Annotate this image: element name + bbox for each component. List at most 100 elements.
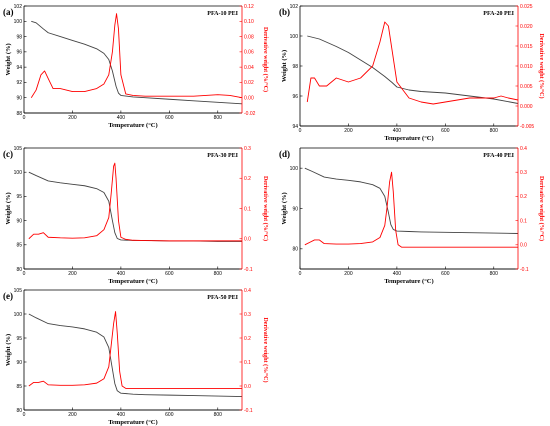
derivative-weight-line [28,162,242,242]
y-tick-label: 92 [16,80,22,86]
x-tick-label: 200 [344,271,353,277]
y2-tick-label: 0.0 [244,237,251,243]
chart-panel-5: 0 200 400 600 800 80 85 90 95 100 105 -0.1 0.0 0.1 0.2… [3,288,269,426]
y2-tick-label: 0.1 [244,360,251,366]
y2-tick-label: 0.3 [244,146,251,152]
y2-tick-label: 0.3 [244,312,251,318]
y2-tick-label: 0.00 [244,96,254,102]
y2-axis-label: Derivative weight (%/°C) [262,27,269,92]
y2-axis-label: Derivative weight (%/°C) [262,317,269,382]
y-axis-label: Weight (%) [281,192,288,224]
y2-tick-label: 0.1 [520,218,527,224]
y2-tick-label: 0.02 [244,80,254,86]
y-tick-label: 98 [292,64,298,70]
y2-tick-label: 0.2 [244,176,251,182]
chart-panel-2: 0 200 400 600 800 94 96 98 100 102 -0.005 0.000 0.00… [279,4,545,142]
panel-label: (d) [279,149,290,159]
panel-title: PFA-30 PEI [207,153,238,159]
y2-tick-label: -0.005 [520,124,534,130]
y2-tick-label: 0.0 [520,243,527,249]
x-tick-label: 600 [441,271,450,277]
y2-tick-label: 0.005 [520,84,533,90]
y-tick-label: 88 [16,111,22,117]
x-axis-label: Temperature (°C) [108,122,157,129]
panel-label: (e) [3,291,13,301]
panel-title: PFA-40 PEI [483,153,514,159]
x-tick-label: 800 [214,271,223,277]
x-axis-label: Temperature (°C) [384,278,433,285]
x-tick-label: 0 [23,271,26,277]
y2-axis-label: Derivative weight (%/°C) [538,176,545,241]
x-axis-label: Temperature (°C) [384,135,433,142]
y2-tick-label: 0.04 [244,65,254,71]
x-tick-label: 600 [441,128,450,134]
weight-line [28,313,243,398]
x-tick-label: 400 [117,271,126,277]
weight-line [28,171,242,242]
y2-tick-label: -0.02 [244,111,256,117]
y-tick-label: 102 [14,4,23,10]
x-tick-label: 400 [117,115,126,121]
chart-panel-1: 0 200 400 600 800 88 90 92 94 96 98 100 102 -0.02 0.00… [3,4,269,129]
y-tick-label: 80 [292,247,298,253]
x-tick-label: 800 [490,128,499,134]
y2-tick-label: -0.1 [244,408,253,414]
x-tick-label: 200 [68,115,77,121]
y-tick-label: 80 [16,267,22,273]
y-tick-label: 102 [290,4,299,10]
y-tick-label: 100 [14,170,23,176]
x-tick-label: 600 [165,412,174,418]
y2-axis-label: Derivative weight (%/°C) [262,176,269,241]
x-tick-label: 400 [393,271,402,277]
y2-tick-label: 0.08 [244,34,254,40]
panel-label: (a) [3,7,14,17]
y-tick-label: 95 [16,194,22,200]
y2-tick-label: 0.0 [244,384,251,390]
panel-title: PFA-20 PEI [483,11,514,17]
x-tick-label: 400 [117,412,126,418]
y2-tick-label: -0.1 [520,267,529,273]
x-tick-label: 0 [299,128,302,134]
x-tick-label: 800 [214,115,223,121]
y-tick-label: 100 [14,312,23,318]
y-tick-label: 94 [292,124,298,130]
derivative-weight-line [304,171,518,248]
y2-tick-label: 0.015 [520,44,533,50]
y-tick-label: 90 [16,218,22,224]
x-tick-label: 800 [490,271,499,277]
y-tick-label: 96 [16,50,22,56]
y2-tick-label: 0.12 [244,4,254,10]
y-axis-label: Weight (%) [281,50,288,82]
y2-tick-label: 0.3 [520,170,527,176]
y-tick-label: 96 [292,94,298,100]
y-tick-label: 100 [290,166,299,172]
y2-axis-label: Derivative weight (%/°C) [538,33,545,98]
panel-title: PFA-50 PEI [207,295,238,301]
y2-tick-label: -0.1 [244,267,253,273]
x-axis-label: Temperature (°C) [108,278,157,285]
chart-panel-4: 0 200 400 600 800 80 90 100 -0.1 0.0 0.1 0.2 0.3 0.4 T… [279,146,545,285]
y-tick-label: 90 [292,206,298,212]
y2-tick-label: 0.06 [244,50,254,56]
weight-line [307,35,519,104]
y2-tick-label: 0.4 [520,146,527,152]
y2-tick-label: 0.4 [244,288,251,294]
derivative-weight-line [28,311,242,389]
x-tick-label: 0 [23,115,26,121]
y-tick-label: 105 [14,146,23,152]
derivative-weight-line [306,21,519,105]
y2-tick-label: 0.025 [520,4,533,10]
y-tick-label: 105 [14,288,23,294]
y-tick-label: 94 [16,65,22,71]
x-tick-label: 200 [344,128,353,134]
y-tick-label: 85 [16,384,22,390]
y-tick-label: 100 [290,34,299,40]
y2-tick-label: 0.000 [520,104,533,110]
y-tick-label: 95 [16,336,22,342]
y-tick-label: 90 [16,96,22,102]
x-tick-label: 0 [299,271,302,277]
y2-tick-label: 0.2 [244,336,251,342]
x-tick-label: 0 [23,412,26,418]
y2-tick-label: 0.1 [244,206,251,212]
